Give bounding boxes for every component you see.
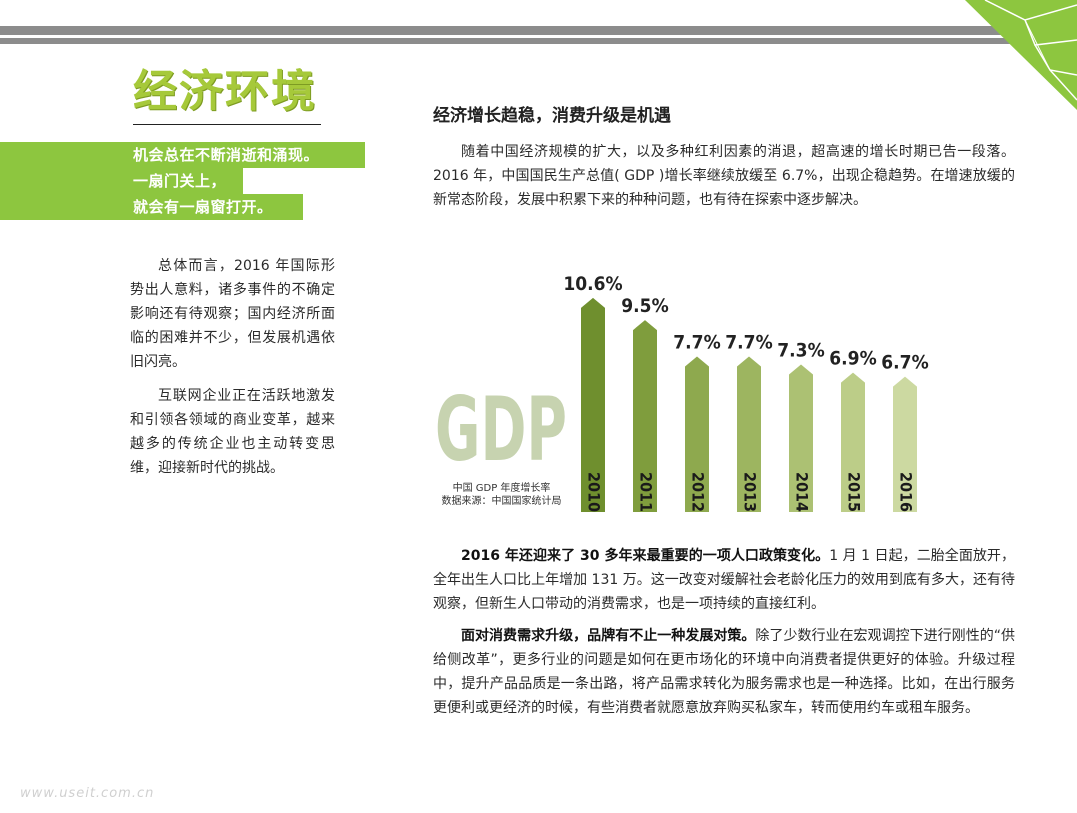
value-label-2010: 10.6% [563,273,622,295]
year-label-2014: 2014 [793,472,812,512]
chart-source: 数据来源：中国国家统计局 [441,496,562,507]
value-label-2013: 7.7% [725,331,772,353]
bar-2016 [893,376,917,512]
body-paragraph-2: 面对消费需求升级，品牌有不止一种发展对策。除了少数行业在宏观调控下进行刚性的“供… [433,624,1015,720]
gdp-growth-chart: GDP 10.6% 2010 9.5% 2011 7.7% 2012 7.7% 2013 7.3… [435,273,929,512]
year-label-2010: 2010 [585,472,604,512]
value-label-2015: 6.9% [829,348,876,370]
body-paragraph-2-text: 除了少数行业在宏观调控下进行刚性的“供给侧改革”，更多行业的问题是如何在更市场化… [433,628,1015,716]
left-paragraph-1: 总体而言，2016 年国际形势出人意料，诸多事件的不确定影响还有待观察；国内经济… [130,258,335,370]
tagline-line-3: 就会有一扇窗打开。 [133,198,273,216]
body-paragraph-1-lead: 2016 年还迎来了 30 多年来最重要的一项人口政策变化。 [461,548,830,564]
header-bar-bottom [0,38,1035,44]
intro-paragraph: 随着中国经济规模的扩大，以及多种红利因素的消退，超高速的增长时期已告一段落。20… [433,144,1015,208]
watermark: www.useit.com.cn [20,786,155,801]
body-paragraph-2-lead: 面对消费需求升级，品牌有不止一种发展对策。 [461,628,756,644]
bar-2013 [737,356,761,512]
left-paragraph-2: 互联网企业正在活跃地激发和引领各领域的商业变革，越来越多的传统企业也主动转变思维… [130,388,335,476]
chart-caption-title: 中国 GDP 年度增长率 [452,483,551,494]
tagline-line-2: 一扇门关上， [133,172,227,190]
bar-2012 [685,356,709,512]
page-title: 经济环境 [133,66,317,117]
year-label-2016: 2016 [897,472,916,512]
tagline-banner-3: 就会有一扇窗打开。 [0,194,303,220]
bar-2015 [841,372,865,512]
year-label-2011: 2011 [637,472,656,512]
year-label-2015: 2015 [845,472,864,512]
tagline-line-1: 机会总在不断消逝和涌现。 [133,146,320,164]
value-label-2014: 7.3% [777,340,824,362]
chart-caption: 中国 GDP 年度增长率 数据来源：中国国家统计局 [430,482,573,508]
corner-geometric-decoration [965,0,1077,110]
tagline-banner-1: 机会总在不断消逝和涌现。 [0,142,365,168]
left-column-text: 总体而言，2016 年国际形势出人意料，诸多事件的不确定影响还有待观察；国内经济… [130,254,335,490]
section-heading: 经济增长趋稳，消费升级是机遇 [433,106,671,126]
value-label-2012: 7.7% [673,331,720,353]
bar-2014 [789,364,813,512]
value-label-2011: 9.5% [621,295,668,317]
body-paragraph-1-text: 1 月 1 日起，二胎全面放开，全年出生人口比上年增加 131 万。这一改变对缓… [433,548,1015,612]
body-text: 2016 年还迎来了 30 多年来最重要的一项人口政策变化。1 月 1 日起，二… [433,544,1015,728]
chart-title: GDP [435,378,567,481]
intro-text: 随着中国经济规模的扩大，以及多种红利因素的消退，超高速的增长时期已告一段落。20… [433,140,1015,212]
bar-2011 [633,320,657,512]
header-bar-top [0,26,1035,35]
tagline-banner-2: 一扇门关上， [0,168,243,194]
year-label-2012: 2012 [689,472,708,512]
year-label-2013: 2013 [741,472,760,512]
value-label-2016: 6.7% [881,352,928,374]
bar-2010 [581,297,605,512]
body-paragraph-1: 2016 年还迎来了 30 多年来最重要的一项人口政策变化。1 月 1 日起，二… [433,544,1015,616]
title-underline [133,124,321,125]
